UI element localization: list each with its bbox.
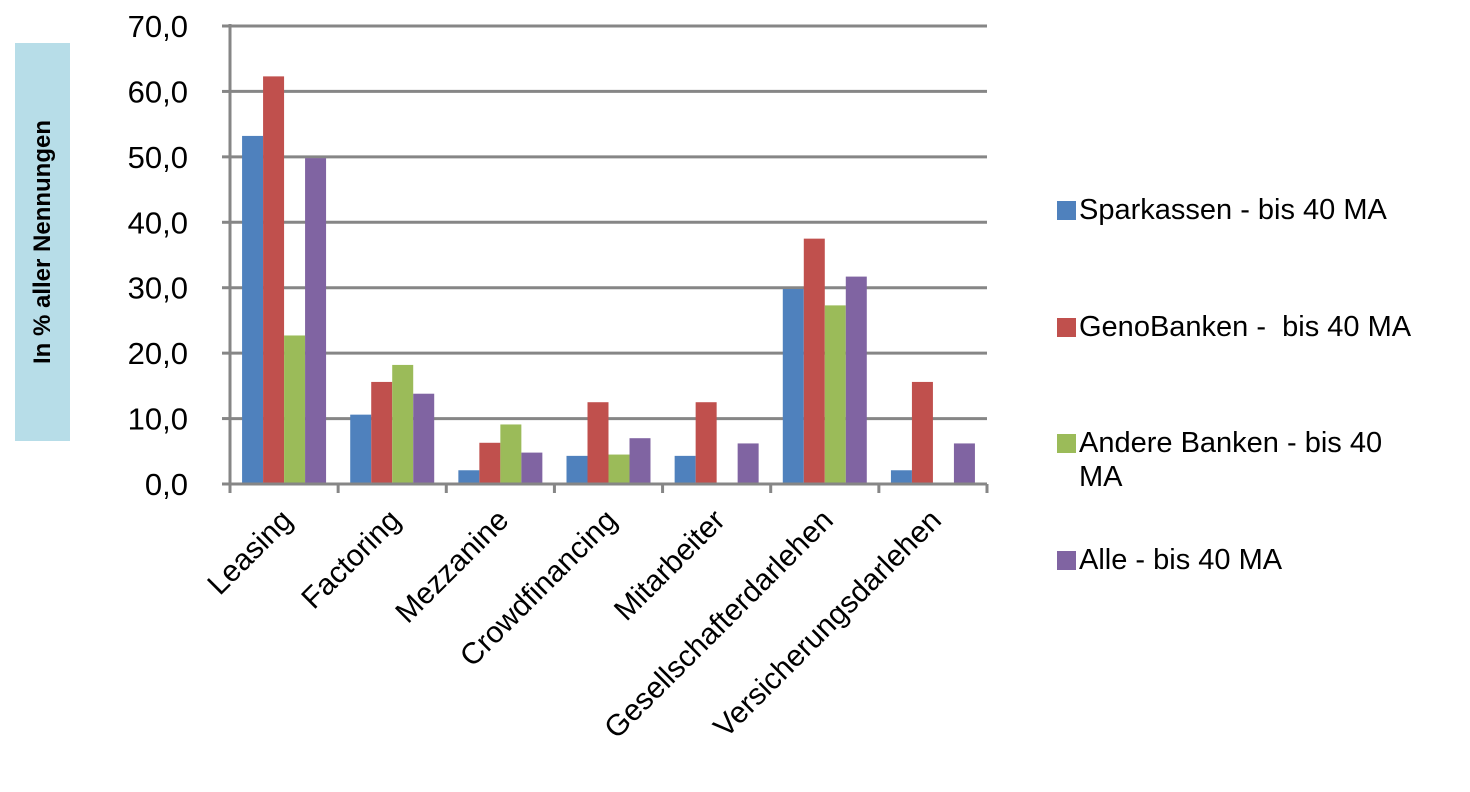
bar (566, 455, 588, 484)
bar (674, 455, 696, 484)
bar (845, 276, 867, 484)
legend-item-alle: Alle - bis 40 MA (1057, 543, 1464, 577)
y-axis-label-box (15, 43, 70, 441)
bar (284, 335, 306, 484)
bar (458, 470, 480, 484)
x-tick-label: Versicherungsdarlehen (708, 504, 948, 744)
bar (350, 414, 372, 484)
y-tick-label: 30,0 (128, 271, 188, 306)
bar (737, 443, 759, 484)
bar (803, 238, 825, 484)
legend-item-andere-banken: Andere Banken - bis 40 MA (1057, 426, 1419, 494)
bar (305, 158, 327, 484)
y-tick-label: 70,0 (128, 9, 188, 44)
bar (911, 381, 933, 484)
bar (479, 442, 501, 484)
bar (392, 364, 414, 484)
bar (587, 402, 609, 484)
legend-swatch-genobanken (1057, 318, 1076, 337)
bar (521, 452, 543, 484)
legend-label-sparkassen: Sparkassen - bis 40 MA (1079, 194, 1387, 226)
y-tick-label: 60,0 (128, 74, 188, 109)
legend-item-genobanken: GenoBanken - bis 40 MA (1057, 310, 1464, 344)
bar (782, 289, 804, 484)
legend-item-sparkassen: Sparkassen - bis 40 MA (1057, 193, 1464, 227)
bar (890, 470, 912, 484)
bar (500, 424, 522, 484)
bar (953, 443, 975, 484)
bars (242, 76, 975, 485)
legend-swatch-alle (1057, 551, 1076, 570)
y-tick-label: 20,0 (128, 336, 188, 371)
x-tick-label: Leasing (201, 504, 299, 602)
y-tick-label: 0,0 (145, 467, 188, 502)
bar (629, 438, 651, 484)
legend-label-genobanken: GenoBanken - bis 40 MA (1079, 311, 1412, 343)
legend-label-alle: Alle - bis 40 MA (1079, 544, 1283, 576)
y-tick-label: 50,0 (128, 140, 188, 175)
bar (263, 76, 285, 484)
legend-label-andere-banken: Andere Banken - bis 40 MA (1079, 427, 1383, 493)
x-tick-label: Factoring (295, 504, 407, 616)
bar (242, 135, 264, 485)
axes (222, 24, 989, 493)
gridlines (230, 24, 987, 421)
bar (371, 381, 393, 484)
bar (413, 393, 435, 484)
bar (608, 454, 630, 484)
bar (695, 402, 717, 484)
y-tick-label: 40,0 (128, 205, 188, 240)
legend-swatch-sparkassen (1057, 201, 1076, 220)
y-tick-label: 10,0 (128, 402, 188, 437)
bar (824, 305, 846, 484)
legend-swatch-andere-banken (1057, 434, 1076, 453)
